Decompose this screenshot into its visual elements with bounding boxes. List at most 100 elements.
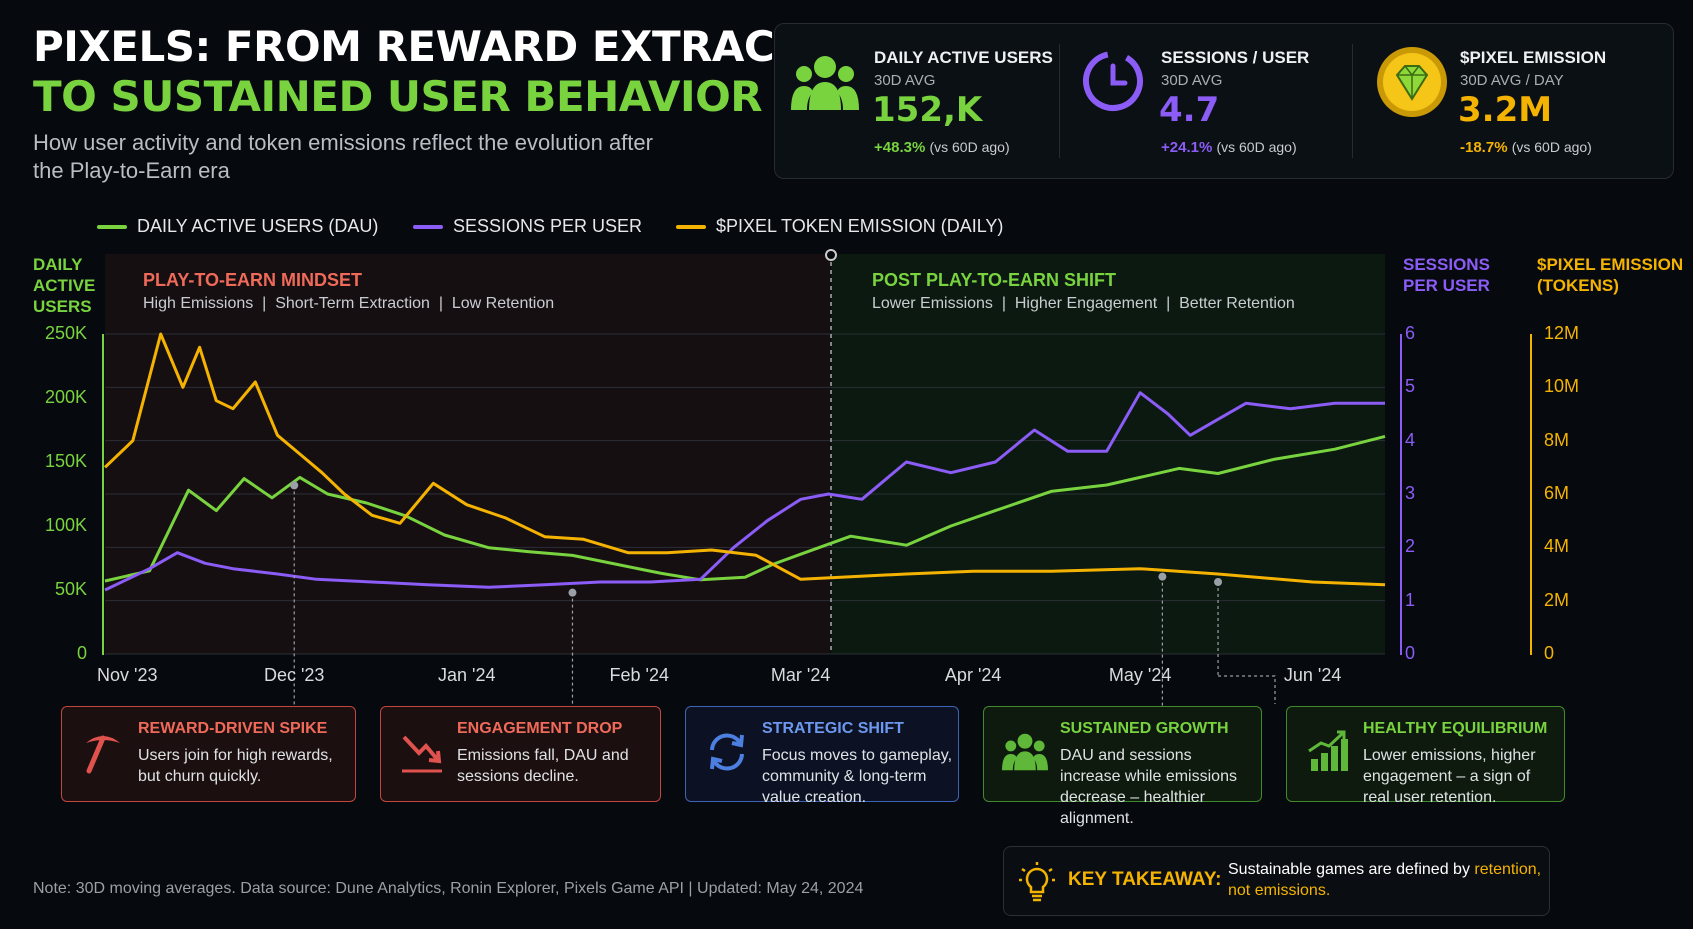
y-tick-label: 3: [1405, 483, 1416, 503]
key-takeaway-box: KEY TAKEAWAY: Sustainable games are defi…: [1003, 846, 1550, 916]
x-tick-label: Nov '23: [97, 665, 158, 685]
y-tick-label: 100K: [44, 515, 87, 535]
legend-dau: DAILY ACTIVE USERS (DAU): [97, 216, 378, 237]
y-tick-label: 200K: [44, 387, 87, 407]
series-line-sessions: [104, 391, 1385, 592]
card-title: SUSTAINED GROWTH: [1060, 720, 1229, 737]
card-title: ENGAGEMENT DROP: [457, 720, 623, 737]
kpi-subtitle: 30D AVG: [1161, 72, 1223, 89]
kpi-daily-active-users: DAILY ACTIVE USERS 30D AVG 152,K +48.3% …: [775, 24, 1060, 178]
legend-swatch: [676, 225, 706, 230]
series-line-dau: [104, 434, 1386, 583]
y-tick-label: 250K: [44, 323, 87, 343]
divider-marker: [825, 249, 837, 261]
grid-lines: [105, 333, 1385, 655]
y-tick-label: 0: [1405, 643, 1416, 663]
left-axis-title: DAILY ACTIVE USERS: [33, 255, 96, 316]
y-tick-label: 12M: [1544, 323, 1580, 343]
legend-emission: $PIXEL TOKEN EMISSION (DAILY): [676, 216, 1003, 237]
pickaxe-icon: [86, 735, 120, 774]
users-icon: [791, 56, 859, 110]
y-tick-label: 4M: [1544, 536, 1570, 557]
x-tick-label: Jan '24: [437, 665, 496, 685]
card-text: Lower emissions, higher engagement – a s…: [1363, 747, 1536, 806]
x-tick-label: Feb '24: [609, 665, 669, 685]
x-tick-label: May '24: [1108, 665, 1172, 685]
kpi-title: DAILY ACTIVE USERS: [874, 48, 1053, 67]
takeaway-text: Sustainable games are defined by retenti…: [1228, 861, 1542, 899]
mid-axis-title: SESSIONS PER USER: [1403, 255, 1490, 295]
region-left-subtitle: High Emissions | Short-Term Extraction |…: [143, 295, 555, 312]
region-right-title: POST PLAY-TO-EARN SHIFT: [872, 270, 1117, 290]
annotation-connectors: [290, 481, 1276, 706]
trend-down-icon: [402, 735, 442, 773]
x-tick-label: Mar '24: [770, 665, 831, 685]
kpi-divider: [1059, 44, 1060, 158]
region-left-title: PLAY-TO-EARN MINDSET: [143, 270, 363, 290]
series-layer: [103, 332, 1386, 592]
card-strategic-shift: STRATEGIC SHIFT Focus moves to gameplay,…: [685, 706, 959, 806]
annotation-connector: [1218, 675, 1276, 704]
refresh-icon: [710, 733, 744, 771]
takeaway-label: KEY TAKEAWAY:: [1068, 869, 1222, 890]
card-reward-driven-spike: REWARD-DRIVEN SPIKE Users join for high …: [61, 706, 356, 802]
card-text: Users join for high rewards, but churn q…: [138, 747, 333, 785]
card-healthy-equilibrium: HEALTHY EQUILIBRIUM Lower emissions, hig…: [1286, 706, 1565, 806]
kpi-panel: DAILY ACTIVE USERS 30D AVG 152,K +48.3% …: [774, 23, 1674, 179]
region-play-to-earn-bg: [105, 254, 830, 654]
y-tick-label: 6: [1405, 323, 1416, 343]
y-tick-label: 6M: [1544, 483, 1570, 503]
legend-swatch: [97, 225, 127, 230]
card-text: Emissions fall, DAU and sessions decline…: [457, 747, 629, 785]
card-sustained-growth: SUSTAINED GROWTH DAU and sessions increa…: [983, 706, 1262, 827]
legend-sessions: SESSIONS PER USER: [413, 216, 642, 237]
clock-icon: [1083, 51, 1143, 111]
kpi-sessions-per-user: SESSIONS / USER 30D AVG 4.7 +24.1% (vs 6…: [1060, 24, 1350, 178]
y-tick-label: 0: [76, 643, 87, 663]
card-title: HEALTHY EQUILIBRIUM: [1363, 720, 1548, 737]
kpi-value: 152,K: [872, 90, 983, 130]
x-tick-label: Jun '24: [1283, 665, 1342, 685]
kpi-subtitle: 30D AVG / DAY: [1460, 72, 1564, 89]
card-text: Focus moves to gameplay, community & lon…: [762, 747, 953, 806]
x-tick-label: Dec '23: [263, 665, 325, 685]
kpi-change: +24.1% (vs 60D ago): [1161, 139, 1297, 156]
legend-swatch: [413, 225, 443, 230]
page-subtitle: How user activity and token emissions re…: [33, 130, 653, 183]
page-title-line2: TO SUSTAINED USER BEHAVIOR: [33, 72, 763, 121]
right-axis-title: $PIXEL EMISSION (TOKENS): [1537, 255, 1684, 295]
region-post-shift-bg: [831, 254, 1385, 654]
card-title: STRATEGIC SHIFT: [762, 720, 904, 737]
x-tick-label: Apr '24: [944, 665, 1002, 685]
kpi-value: 4.7: [1159, 90, 1220, 130]
y-tick-label: 2M: [1544, 589, 1570, 610]
pixel-gem-icon: [1377, 47, 1447, 117]
card-text: DAU and sessions increase while emission…: [1060, 747, 1237, 827]
kpi-change: -18.7% (vs 60D ago): [1460, 139, 1592, 156]
y-tick-label: 8M: [1544, 429, 1570, 450]
kpi-value: 3.2M: [1458, 90, 1553, 130]
kpi-title: $PIXEL EMISSION: [1460, 48, 1607, 67]
y-tick-label: 2: [1405, 536, 1416, 557]
kpi-title: SESSIONS / USER: [1161, 48, 1310, 67]
kpi-change: +48.3% (vs 60D ago): [874, 139, 1010, 156]
y-tick-label: 50K: [54, 579, 87, 599]
card-title: REWARD-DRIVEN SPIKE: [138, 720, 328, 737]
kpi-pixel-emission: $PIXEL EMISSION 30D AVG / DAY 3.2M -18.7…: [1353, 24, 1671, 178]
y-tick-label: 10M: [1544, 376, 1580, 397]
users-icon: [1002, 733, 1048, 771]
bar-growth-icon: [1308, 730, 1348, 771]
series-line-emission: [103, 332, 1386, 587]
y-tick-label: 150K: [44, 451, 87, 471]
page-title-line1: PIXELS: FROM REWARD EXTRACTION: [33, 22, 888, 71]
y-tick-label: 4: [1405, 429, 1416, 450]
y-tick-label: 5: [1405, 376, 1416, 397]
region-right-subtitle: Lower Emissions | Higher Engagement | Be…: [872, 295, 1295, 312]
kpi-subtitle: 30D AVG: [874, 72, 936, 89]
y-tick-label: 0: [1544, 643, 1555, 663]
lightbulb-icon: [1019, 862, 1055, 902]
kpi-divider: [1352, 44, 1353, 158]
y-tick-label: 1: [1405, 589, 1416, 610]
footer-note: Note: 30D moving averages. Data source: …: [33, 880, 864, 897]
